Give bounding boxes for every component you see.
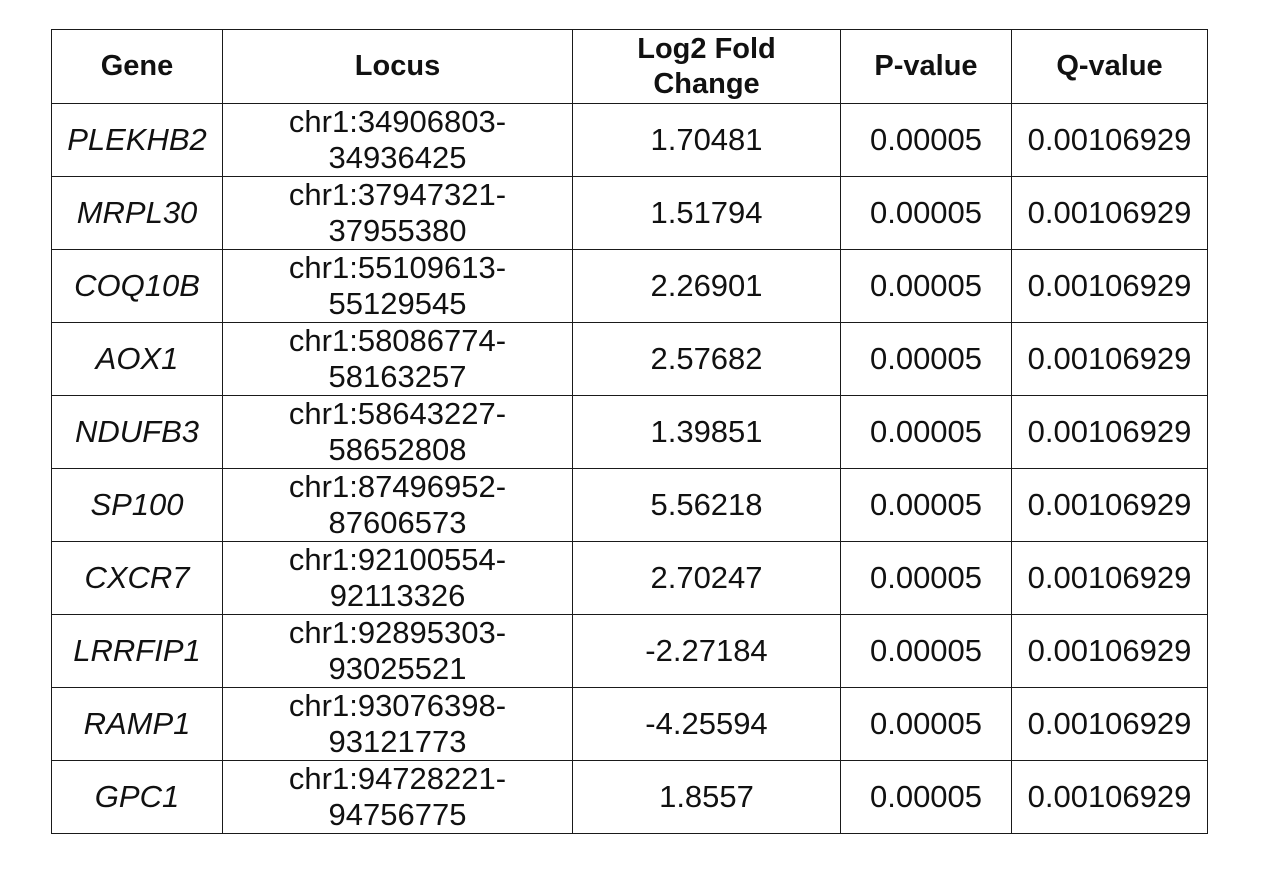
gene-cell: AOX1 bbox=[51, 322, 223, 396]
log2-fold-change-cell: 2.57682 bbox=[572, 322, 841, 396]
gene-cell: MRPL30 bbox=[51, 176, 223, 250]
log2-fold-change-cell: -4.25594 bbox=[572, 687, 841, 761]
header-q-value: Q-value bbox=[1011, 29, 1208, 104]
q-value-cell: 0.00106929 bbox=[1011, 103, 1208, 177]
locus-cell: chr1:92895303- 93025521 bbox=[222, 614, 573, 688]
q-value-cell: 0.00106929 bbox=[1011, 322, 1208, 396]
locus-start: chr1:58086774- bbox=[288, 323, 507, 358]
table-row: COQ10B chr1:55109613- 55129545 2.26901 0… bbox=[51, 249, 1208, 323]
locus-start: chr1:37947321- bbox=[288, 177, 507, 212]
q-value-cell: 0.00106929 bbox=[1011, 541, 1208, 615]
locus-start: chr1:92895303- bbox=[288, 615, 507, 650]
gene-cell: CXCR7 bbox=[51, 541, 223, 615]
header-lfc-line2: Change bbox=[653, 67, 760, 100]
log2-fold-change-cell: 2.70247 bbox=[572, 541, 841, 615]
locus-end: 55129545 bbox=[328, 286, 467, 321]
p-value-cell: 0.00005 bbox=[840, 249, 1012, 323]
locus-start: chr1:55109613- bbox=[288, 250, 507, 285]
locus-start: chr1:92100554- bbox=[288, 542, 507, 577]
header-log2-fold-change: Log2 Fold Change bbox=[572, 29, 841, 104]
locus-cell: chr1:37947321- 37955380 bbox=[222, 176, 573, 250]
table-row: GPC1 chr1:94728221- 94756775 1.8557 0.00… bbox=[51, 760, 1208, 834]
log2-fold-change-cell: 1.70481 bbox=[572, 103, 841, 177]
table-row: CXCR7 chr1:92100554- 92113326 2.70247 0.… bbox=[51, 541, 1208, 615]
locus-start: chr1:58643227- bbox=[288, 396, 507, 431]
locus-end: 37955380 bbox=[328, 213, 467, 248]
table-row: MRPL30 chr1:37947321- 37955380 1.51794 0… bbox=[51, 176, 1208, 250]
gene-cell: LRRFIP1 bbox=[51, 614, 223, 688]
locus-end: 94756775 bbox=[328, 797, 467, 832]
log2-fold-change-cell: -2.27184 bbox=[572, 614, 841, 688]
header-lfc-line1: Log2 Fold bbox=[637, 32, 776, 65]
log2-fold-change-cell: 1.39851 bbox=[572, 395, 841, 469]
log2-fold-change-cell: 1.8557 bbox=[572, 760, 841, 834]
q-value-cell: 0.00106929 bbox=[1011, 614, 1208, 688]
locus-end: 87606573 bbox=[328, 505, 467, 540]
gene-cell: GPC1 bbox=[51, 760, 223, 834]
table-row: AOX1 chr1:58086774- 58163257 2.57682 0.0… bbox=[51, 322, 1208, 396]
gene-cell: NDUFB3 bbox=[51, 395, 223, 469]
table-row: LRRFIP1 chr1:92895303- 93025521 -2.27184… bbox=[51, 614, 1208, 688]
locus-start: chr1:93076398- bbox=[288, 688, 507, 723]
p-value-cell: 0.00005 bbox=[840, 322, 1012, 396]
gene-expression-table: Gene Locus Log2 Fold Change P-value Q-va… bbox=[51, 29, 1208, 834]
locus-start: chr1:87496952- bbox=[288, 469, 507, 504]
gene-cell: RAMP1 bbox=[51, 687, 223, 761]
table-row: RAMP1 chr1:93076398- 93121773 -4.25594 0… bbox=[51, 687, 1208, 761]
q-value-cell: 0.00106929 bbox=[1011, 760, 1208, 834]
table-row: NDUFB3 chr1:58643227- 58652808 1.39851 0… bbox=[51, 395, 1208, 469]
table-row: PLEKHB2 chr1:34906803- 34936425 1.70481 … bbox=[51, 103, 1208, 177]
locus-cell: chr1:92100554- 92113326 bbox=[222, 541, 573, 615]
table-row: SP100 chr1:87496952- 87606573 5.56218 0.… bbox=[51, 468, 1208, 542]
locus-end: 93121773 bbox=[328, 724, 467, 759]
locus-end: 58163257 bbox=[328, 359, 467, 394]
p-value-cell: 0.00005 bbox=[840, 103, 1012, 177]
locus-cell: chr1:58643227- 58652808 bbox=[222, 395, 573, 469]
p-value-cell: 0.00005 bbox=[840, 468, 1012, 542]
p-value-cell: 0.00005 bbox=[840, 395, 1012, 469]
header-gene: Gene bbox=[51, 29, 223, 104]
locus-end: 92113326 bbox=[329, 578, 466, 613]
gene-cell: PLEKHB2 bbox=[51, 103, 223, 177]
p-value-cell: 0.00005 bbox=[840, 541, 1012, 615]
q-value-cell: 0.00106929 bbox=[1011, 687, 1208, 761]
p-value-cell: 0.00005 bbox=[840, 687, 1012, 761]
locus-cell: chr1:34906803- 34936425 bbox=[222, 103, 573, 177]
locus-cell: chr1:87496952- 87606573 bbox=[222, 468, 573, 542]
header-p-value: P-value bbox=[840, 29, 1012, 104]
locus-end: 93025521 bbox=[328, 651, 467, 686]
q-value-cell: 0.00106929 bbox=[1011, 249, 1208, 323]
q-value-cell: 0.00106929 bbox=[1011, 468, 1208, 542]
q-value-cell: 0.00106929 bbox=[1011, 395, 1208, 469]
gene-cell: COQ10B bbox=[51, 249, 223, 323]
locus-cell: chr1:94728221- 94756775 bbox=[222, 760, 573, 834]
locus-end: 58652808 bbox=[328, 432, 467, 467]
locus-cell: chr1:93076398- 93121773 bbox=[222, 687, 573, 761]
log2-fold-change-cell: 2.26901 bbox=[572, 249, 841, 323]
gene-cell: SP100 bbox=[51, 468, 223, 542]
header-row: Gene Locus Log2 Fold Change P-value Q-va… bbox=[51, 29, 1208, 104]
locus-end: 34936425 bbox=[328, 140, 467, 175]
locus-cell: chr1:58086774- 58163257 bbox=[222, 322, 573, 396]
p-value-cell: 0.00005 bbox=[840, 760, 1012, 834]
p-value-cell: 0.00005 bbox=[840, 176, 1012, 250]
log2-fold-change-cell: 5.56218 bbox=[572, 468, 841, 542]
locus-start: chr1:94728221- bbox=[288, 761, 507, 796]
locus-start: chr1:34906803- bbox=[288, 104, 507, 139]
log2-fold-change-cell: 1.51794 bbox=[572, 176, 841, 250]
p-value-cell: 0.00005 bbox=[840, 614, 1012, 688]
header-locus: Locus bbox=[222, 29, 573, 104]
q-value-cell: 0.00106929 bbox=[1011, 176, 1208, 250]
locus-cell: chr1:55109613- 55129545 bbox=[222, 249, 573, 323]
